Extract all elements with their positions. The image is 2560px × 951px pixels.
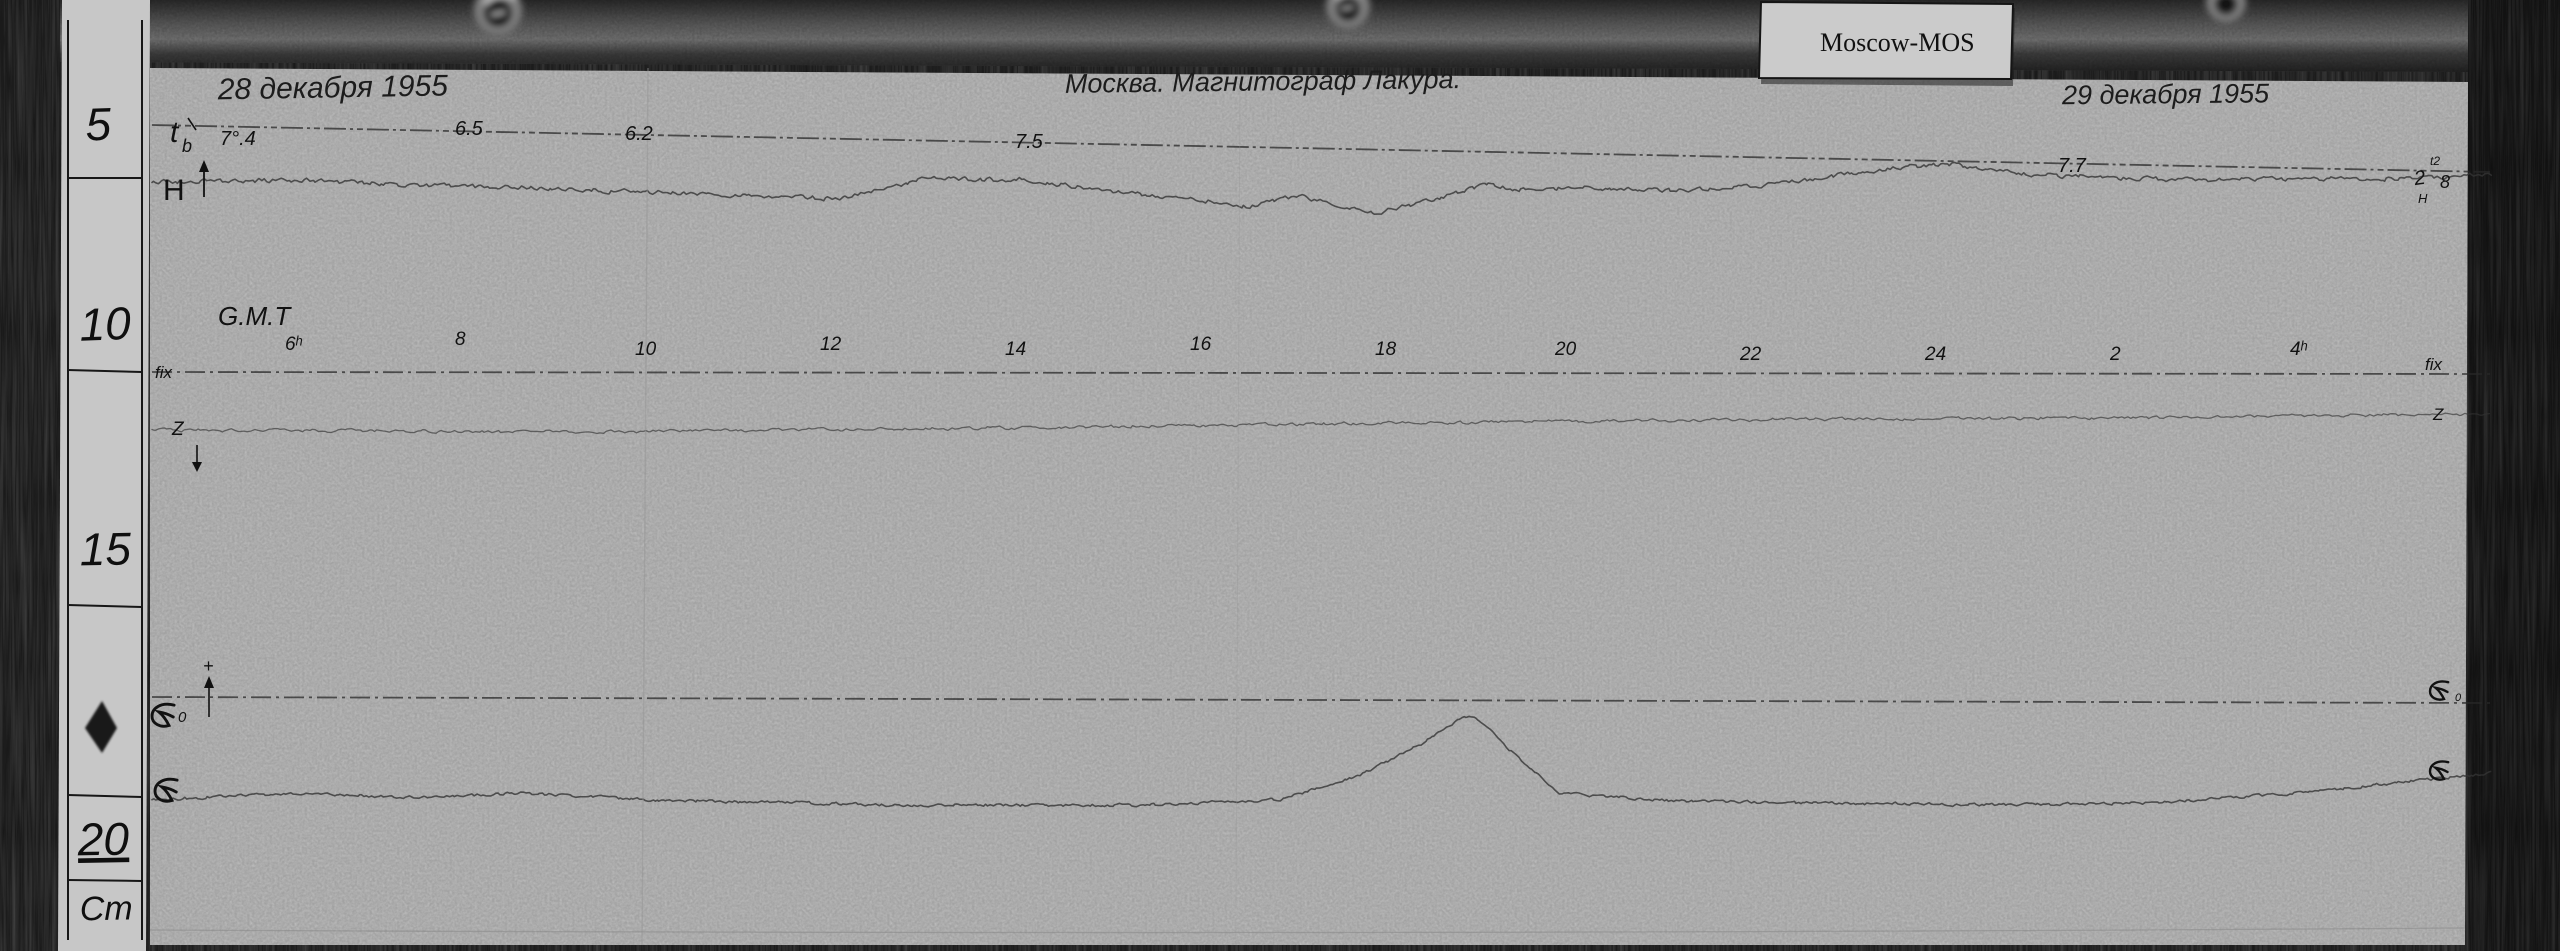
- svg-text:16: 16: [1190, 334, 1212, 355]
- svg-text:fix: fix: [155, 363, 173, 382]
- svg-text:6.2: 6.2: [625, 123, 653, 145]
- svg-text:20: 20: [76, 812, 129, 865]
- svg-text:14: 14: [1005, 339, 1026, 360]
- svg-text:6ʰ: 6ʰ: [285, 334, 303, 355]
- svg-text:t2: t2: [2430, 154, 2440, 168]
- svg-text:H: H: [163, 174, 185, 207]
- svg-text:15: 15: [79, 522, 131, 575]
- svg-text:8: 8: [455, 329, 466, 350]
- svg-text:+: +: [203, 656, 214, 676]
- svg-text:10: 10: [79, 297, 132, 351]
- svg-text:28 декабря 1955: 28 декабря 1955: [217, 69, 449, 106]
- svg-text:18: 18: [1375, 339, 1397, 360]
- svg-text:Z: Z: [171, 419, 185, 440]
- svg-text:12: 12: [820, 334, 842, 355]
- svg-text:b: b: [182, 136, 192, 156]
- svg-text:2: 2: [2109, 344, 2121, 365]
- svg-text:0: 0: [2455, 692, 2462, 704]
- svg-text:fix: fix: [2425, 355, 2443, 374]
- svg-text:4ʰ: 4ʰ: [2290, 339, 2308, 360]
- svg-text:0: 0: [178, 709, 187, 726]
- svg-text:G.M.T: G.M.T: [218, 301, 292, 331]
- svg-text:10: 10: [635, 339, 657, 360]
- svg-text:22: 22: [1739, 344, 1762, 365]
- svg-text:6.5: 6.5: [455, 118, 484, 140]
- svg-text:H: H: [2418, 191, 2428, 206]
- svg-text:8: 8: [2440, 172, 2450, 192]
- svg-text:Cm: Cm: [79, 889, 133, 928]
- svg-text:Z: Z: [2432, 405, 2444, 424]
- svg-text:24: 24: [1924, 344, 1946, 365]
- svg-text:Москва. Магнитограф Лакура: Москва. Магнитограф Лакура.: [1065, 64, 1462, 99]
- svg-text:7.7: 7.7: [2058, 155, 2087, 177]
- svg-text:5: 5: [85, 98, 113, 151]
- svg-text:29 декабря 1955: 29 декабря 1955: [2061, 78, 2270, 110]
- svg-text:20: 20: [1554, 339, 1577, 360]
- svg-text:7.5: 7.5: [1015, 131, 1044, 153]
- svg-text:7°.4: 7°.4: [220, 128, 256, 150]
- svg-text:Moscow-MOS: Moscow-MOS: [1820, 28, 1975, 57]
